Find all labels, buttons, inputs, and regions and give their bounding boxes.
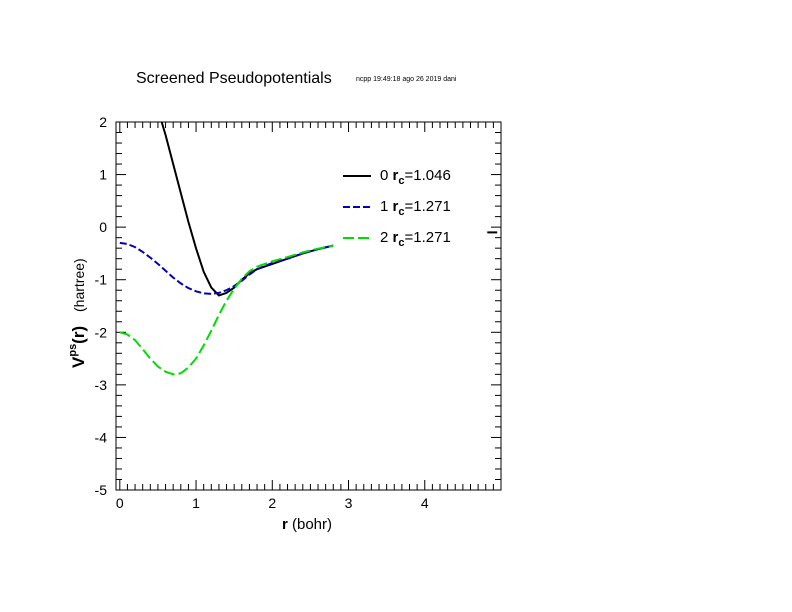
x-tick-label: 4 [421, 495, 429, 511]
x-axis-label: r (bohr) [282, 516, 332, 533]
y-axis-label: Vps(r) (hartree) [67, 258, 88, 368]
y-tick-label: 1 [99, 167, 107, 183]
y-tick-label: -1 [95, 272, 108, 288]
y-tick-label: -3 [95, 377, 108, 393]
chart-title: Screened Pseudopotentials [136, 70, 332, 87]
x-tick-label: 1 [192, 495, 200, 511]
y-tick-label: 2 [99, 114, 107, 130]
y-tick-label: 0 [99, 219, 107, 235]
x-tick-label: 2 [268, 495, 276, 511]
legend-label-0: 0 rc=1.046 [380, 167, 451, 187]
plot-frame [115, 121, 502, 491]
y-tick-label: -5 [95, 482, 108, 498]
x-tick-label: 3 [345, 495, 353, 511]
y-tick-label: -4 [95, 429, 108, 445]
series-0-line [160, 121, 334, 297]
series-1-line [119, 241, 334, 295]
y-tick-label: -2 [95, 324, 108, 340]
svg-text:(hartree): (hartree) [71, 258, 87, 312]
series-2-line [119, 244, 334, 376]
x-tick-label: 0 [116, 495, 124, 511]
legend-label-1: 1 rc=1.271 [380, 198, 451, 218]
legend-label-2: 2 rc=1.271 [380, 229, 451, 249]
axes-frame: 0 1 2 3 4 2 1 0 -1 -2 -3 -4 -5 [95, 114, 502, 511]
legend: 0 rc=1.046 1 rc=1.271 2 rc=1.271 [343, 167, 451, 249]
svg-text:Vps(r): Vps(r) [67, 326, 88, 368]
series-lines [119, 121, 498, 376]
chart-stamp: ncpp 19:49:18 ago 26 2019 dani [356, 76, 457, 83]
